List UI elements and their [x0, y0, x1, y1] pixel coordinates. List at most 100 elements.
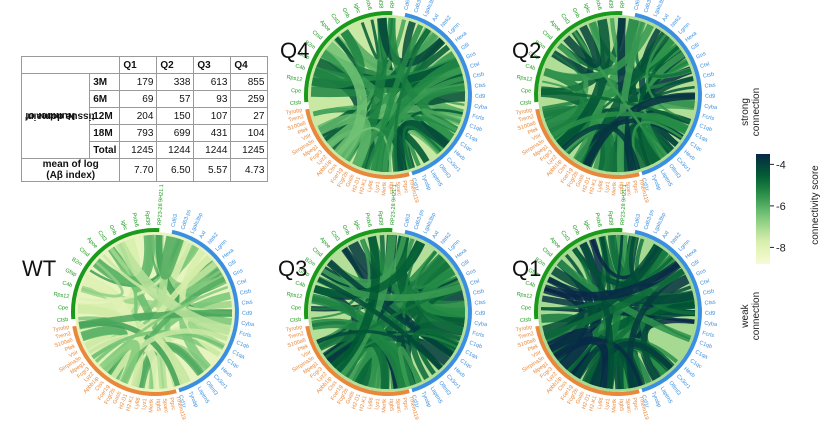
gene-label: RP23-28 9H21.1 [390, 184, 398, 225]
gene-label: C4b [524, 280, 535, 289]
gene-label: Gusb [345, 391, 356, 405]
gene-label: Hexa [684, 247, 699, 260]
chord-link [543, 260, 681, 301]
gene-label: C1qb [468, 123, 482, 133]
gene-label: Rpl38 [377, 211, 384, 226]
gene-sector-arc [171, 229, 239, 393]
gene-label: Gusb [575, 391, 586, 405]
gene-label: Rpl38 [144, 211, 151, 226]
gene-label: Cyba [474, 104, 488, 112]
chord-link [78, 241, 190, 303]
gene-label: Lyz1 [604, 181, 611, 193]
chord-link [580, 242, 614, 389]
gene-label: Ctss [557, 163, 569, 176]
gene-label: Itgb5 [618, 399, 624, 411]
group-label: Number of tissue domain [20, 73, 95, 159]
gene-label: Cyba [474, 321, 488, 329]
gene-label: Igkc [582, 220, 591, 232]
mean-label: mean of log (Aβ index) [20, 158, 121, 182]
gene-label: Cst3 [329, 230, 340, 243]
gene-label: S100a6 [287, 337, 307, 349]
gene-label: Sparc [394, 398, 402, 413]
panel-label: Q3 [278, 256, 307, 281]
gene-label: Cyba [704, 321, 718, 329]
colorbar-top-label: strong [740, 98, 751, 126]
gene-label: Igkc [352, 3, 361, 15]
gene-label: Cst3 [559, 13, 570, 26]
gene-label: Fcrls [239, 330, 252, 339]
gene-label: Itgb5 [388, 399, 394, 411]
gene-label: S100a6 [517, 337, 537, 349]
panel-label: Q2 [512, 38, 541, 63]
gene-sector-arc [535, 325, 640, 396]
gene-label: B2m [70, 257, 83, 268]
gene-label: Hexa [454, 247, 469, 260]
gene-label: Tyrobp [420, 391, 432, 409]
gene-label: Ly86 [367, 180, 375, 193]
gene-label: Fcrls [702, 113, 715, 122]
gene-label: Cd63 [171, 214, 180, 228]
gene-label: Ctsl [699, 61, 710, 70]
chord-link [375, 58, 460, 172]
gene-label: H2-D1 [581, 176, 592, 193]
gene-label: Tyrobp [187, 391, 199, 409]
colorbar-tick-label: -6 [776, 201, 786, 213]
colorbar-title: connectivity score [810, 165, 821, 245]
gene-label: Trem2 [288, 114, 305, 124]
quartile-table: Q1 Q2 Q3 Q4 Number of tissue domain 3M 17… [20, 56, 269, 182]
gene-label: Ntrk2 [670, 232, 683, 246]
gene-label: Fcrls [702, 330, 715, 339]
gene-label: Lyz1 [374, 181, 381, 193]
chord-link [101, 339, 140, 385]
gene-label: Ntrk2 [670, 15, 683, 29]
gene-label: Ntrk2 [440, 232, 453, 246]
gene-label: Lyz1 [604, 398, 611, 410]
gene-label: Ctss [474, 83, 486, 90]
chord-link [543, 268, 686, 340]
gene-label: Cd9 [475, 94, 485, 100]
chord-link [316, 239, 371, 344]
gene-label: Trem2 [55, 331, 72, 341]
gene-label: Ptprc [401, 180, 409, 194]
gene-label: Sparc [161, 398, 169, 413]
colorbar-tick-label: -4 [776, 159, 786, 171]
chord-link [111, 328, 229, 379]
gene-label: H2-D1 [118, 393, 129, 410]
gene-label: Vsir [68, 350, 79, 360]
gene-label: Ctsl [469, 61, 480, 70]
gene-label: C1qa [694, 349, 709, 361]
gene-label: Axl [199, 230, 208, 240]
chord-link [402, 125, 442, 170]
gene-label: Vsir [301, 133, 312, 143]
gene-label: Ctss [704, 300, 716, 307]
gene-label: Cyba [241, 321, 255, 329]
gene-label: Vsir [531, 350, 542, 360]
gene-label: Plek [64, 343, 76, 353]
gene-label: Gns [695, 268, 707, 278]
gene-label: Csf1r [640, 394, 650, 408]
gene-label: Tyrobp [650, 174, 662, 192]
gene-label: RP23-28 9H21.1 [620, 0, 628, 8]
gene-label: Ctss [704, 83, 716, 90]
chord-link [397, 346, 421, 387]
gene-label: Gnb [107, 224, 117, 236]
gene-label: Axl [662, 13, 671, 23]
gene-label: Axl [432, 13, 441, 23]
gene-label: Cd9 [475, 311, 485, 317]
gene-label: Plek [527, 343, 539, 353]
gene-label: Tyrobp [52, 325, 70, 334]
gene-label: Tyrobp [515, 325, 533, 334]
gene-label: Ly86 [597, 397, 605, 410]
chord-link [311, 318, 407, 389]
gene-label: Ntrk2 [207, 232, 220, 246]
gene-label: Ctss [327, 163, 339, 176]
chord-link [589, 340, 673, 386]
mean-cell: 5.57 [193, 158, 232, 182]
gene-label: Ctss [557, 380, 569, 393]
gene-sector-arc [634, 12, 702, 176]
gene-label: Ctsb [472, 72, 484, 80]
gene-label: Ptprc [631, 397, 639, 411]
gene-sector-arc [634, 229, 702, 393]
gene-label: C4b [294, 63, 305, 72]
